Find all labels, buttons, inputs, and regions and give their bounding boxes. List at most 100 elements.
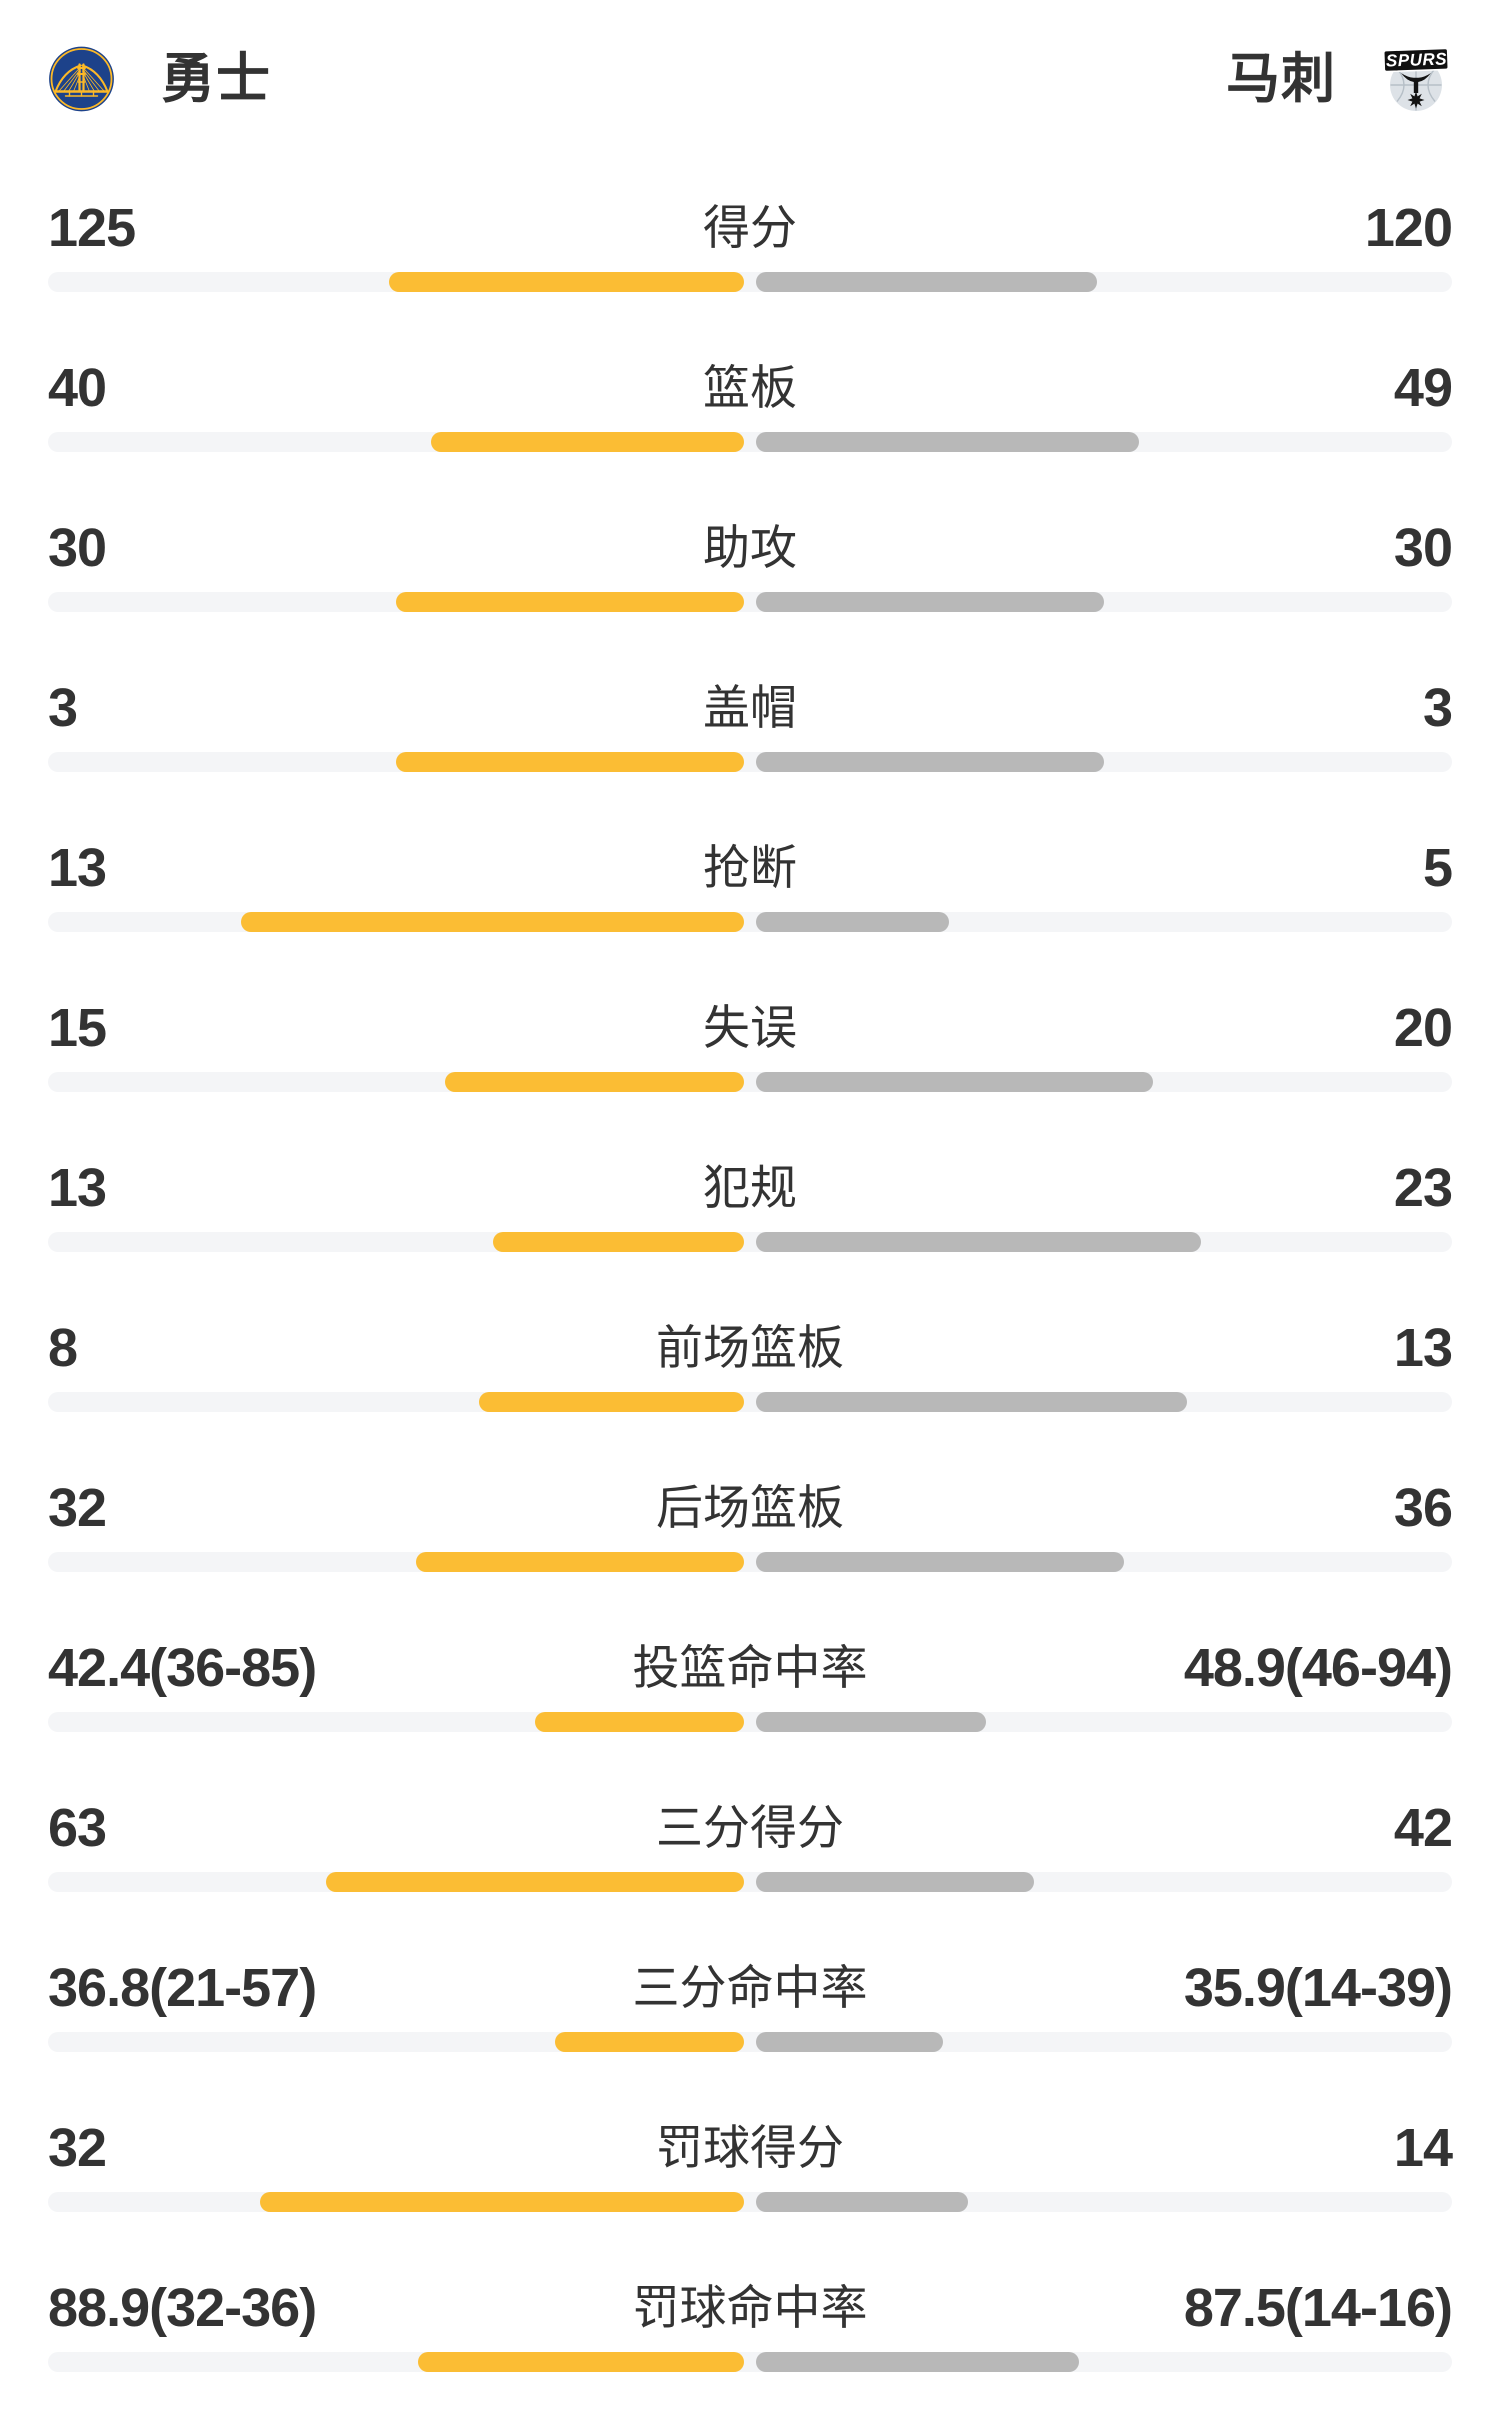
stat-row: 40 篮板 49 (48, 352, 1453, 512)
home-bar (260, 2192, 744, 2212)
home-bar (241, 912, 744, 932)
bar-track (48, 2352, 1452, 2372)
bar-track (48, 1872, 1452, 1892)
stat-row: 30 助攻 30 (48, 512, 1453, 672)
home-value: 3 (48, 678, 78, 738)
away-bar (756, 1872, 1034, 1892)
away-bar (756, 272, 1097, 292)
stat-label: 失误 (703, 1001, 797, 1054)
away-bar (756, 1232, 1201, 1252)
home-bar (535, 1712, 744, 1732)
away-value: 3 (1422, 678, 1453, 738)
home-value: 125 (48, 198, 136, 258)
stat-label: 得分 (703, 201, 797, 254)
stat-row: 13 犯规 23 (48, 1152, 1453, 1312)
stat-label: 罚球命中率 (632, 2281, 868, 2334)
stat-text-line: 3 盖帽 3 (48, 672, 1453, 738)
home-value: 32 (48, 1478, 107, 1538)
stat-row: 36.8(21-57) 三分命中率 35.9(14-39) (48, 1952, 1453, 2112)
stat-row: 8 前场篮板 13 (48, 1312, 1453, 1472)
stat-row: 3 盖帽 3 (48, 672, 1453, 832)
away-value: 30 (1393, 518, 1453, 578)
stat-row: 32 罚球得分 14 (48, 2112, 1453, 2272)
stat-text-line: 13 犯规 23 (48, 1152, 1453, 1218)
stat-text-line: 32 罚球得分 14 (48, 2112, 1453, 2178)
home-bar (493, 1232, 744, 1252)
stat-label: 盖帽 (703, 681, 797, 734)
home-value: 13 (48, 1158, 107, 1218)
stats-list: 125 得分 120 40 篮板 49 30 助攻 30 (0, 192, 1500, 2432)
stat-text-line: 63 三分得分 42 (48, 1792, 1453, 1858)
stat-text-line: 32 后场篮板 36 (48, 1472, 1453, 1538)
home-value: 40 (48, 358, 107, 418)
away-bar (756, 592, 1104, 612)
away-bar (756, 752, 1104, 772)
away-value: 35.9(14-39) (1183, 1958, 1453, 2018)
stat-label: 助攻 (703, 521, 797, 574)
bar-track (48, 1392, 1452, 1412)
home-team: 勇士 (48, 46, 271, 112)
bar-track (48, 1552, 1452, 1572)
bar-track (48, 272, 1452, 292)
home-bar (479, 1392, 744, 1412)
bar-track (48, 752, 1452, 772)
home-value: 13 (48, 838, 107, 898)
bar-track (48, 1232, 1452, 1252)
home-bar (445, 1072, 744, 1092)
bar-track (48, 432, 1452, 452)
home-bar (431, 432, 744, 452)
stat-label: 后场篮板 (656, 1481, 844, 1534)
home-value: 88.9(32-36) (48, 2278, 317, 2338)
away-bar (756, 2032, 943, 2052)
away-bar (756, 1072, 1153, 1092)
away-value: 42 (1393, 1798, 1453, 1858)
bar-track (48, 592, 1452, 612)
home-bar (416, 1552, 744, 1572)
stat-label: 三分命中率 (632, 1961, 868, 2014)
away-bar (756, 1392, 1187, 1412)
bar-track (48, 912, 1452, 932)
stat-row: 32 后场篮板 36 (48, 1472, 1453, 1632)
away-team-name: 马刺 (1226, 49, 1336, 109)
home-value: 15 (48, 998, 107, 1058)
stat-text-line: 30 助攻 30 (48, 512, 1453, 578)
stat-text-line: 36.8(21-57) 三分命中率 35.9(14-39) (48, 1952, 1453, 2018)
stat-row: 125 得分 120 (48, 192, 1453, 352)
bar-track (48, 2032, 1452, 2052)
stat-text-line: 40 篮板 49 (48, 352, 1453, 418)
stat-row: 88.9(32-36) 罚球命中率 87.5(14-16) (48, 2272, 1453, 2432)
stat-label: 抢断 (703, 841, 797, 894)
svg-text:SPURS: SPURS (1386, 49, 1448, 70)
home-value: 30 (48, 518, 107, 578)
away-value: 23 (1393, 1158, 1453, 1218)
away-value: 36 (1393, 1478, 1453, 1538)
stat-text-line: 42.4(36-85) 投篮命中率 48.9(46-94) (48, 1632, 1453, 1698)
home-value: 32 (48, 2118, 107, 2178)
stat-label: 三分得分 (656, 1801, 844, 1854)
home-bar (418, 2352, 744, 2372)
away-bar (756, 2192, 968, 2212)
home-value: 8 (48, 1318, 78, 1378)
home-bar (396, 752, 744, 772)
warriors-logo (49, 46, 114, 112)
away-value: 5 (1422, 838, 1453, 898)
stat-text-line: 8 前场篮板 13 (48, 1312, 1453, 1378)
away-bar (756, 432, 1139, 452)
away-value: 49 (1393, 358, 1453, 418)
home-bar (555, 2032, 744, 2052)
home-bar (396, 592, 744, 612)
home-value: 42.4(36-85) (48, 1638, 317, 1698)
stat-label: 前场篮板 (656, 1321, 844, 1374)
stat-row: 42.4(36-85) 投篮命中率 48.9(46-94) (48, 1632, 1453, 1792)
spurs-logo: SPURS (1382, 47, 1450, 111)
away-value: 20 (1393, 998, 1453, 1058)
bar-track (48, 1712, 1452, 1732)
home-value: 63 (48, 1798, 107, 1858)
match-header: 勇士 马刺 SPURS (0, 0, 1500, 192)
stat-text-line: 125 得分 120 (48, 192, 1453, 258)
stat-text-line: 88.9(32-36) 罚球命中率 87.5(14-16) (48, 2272, 1453, 2338)
away-value: 48.9(46-94) (1183, 1638, 1453, 1698)
away-value: 87.5(14-16) (1183, 2278, 1453, 2338)
home-bar (326, 1872, 744, 1892)
away-bar (756, 1712, 986, 1732)
